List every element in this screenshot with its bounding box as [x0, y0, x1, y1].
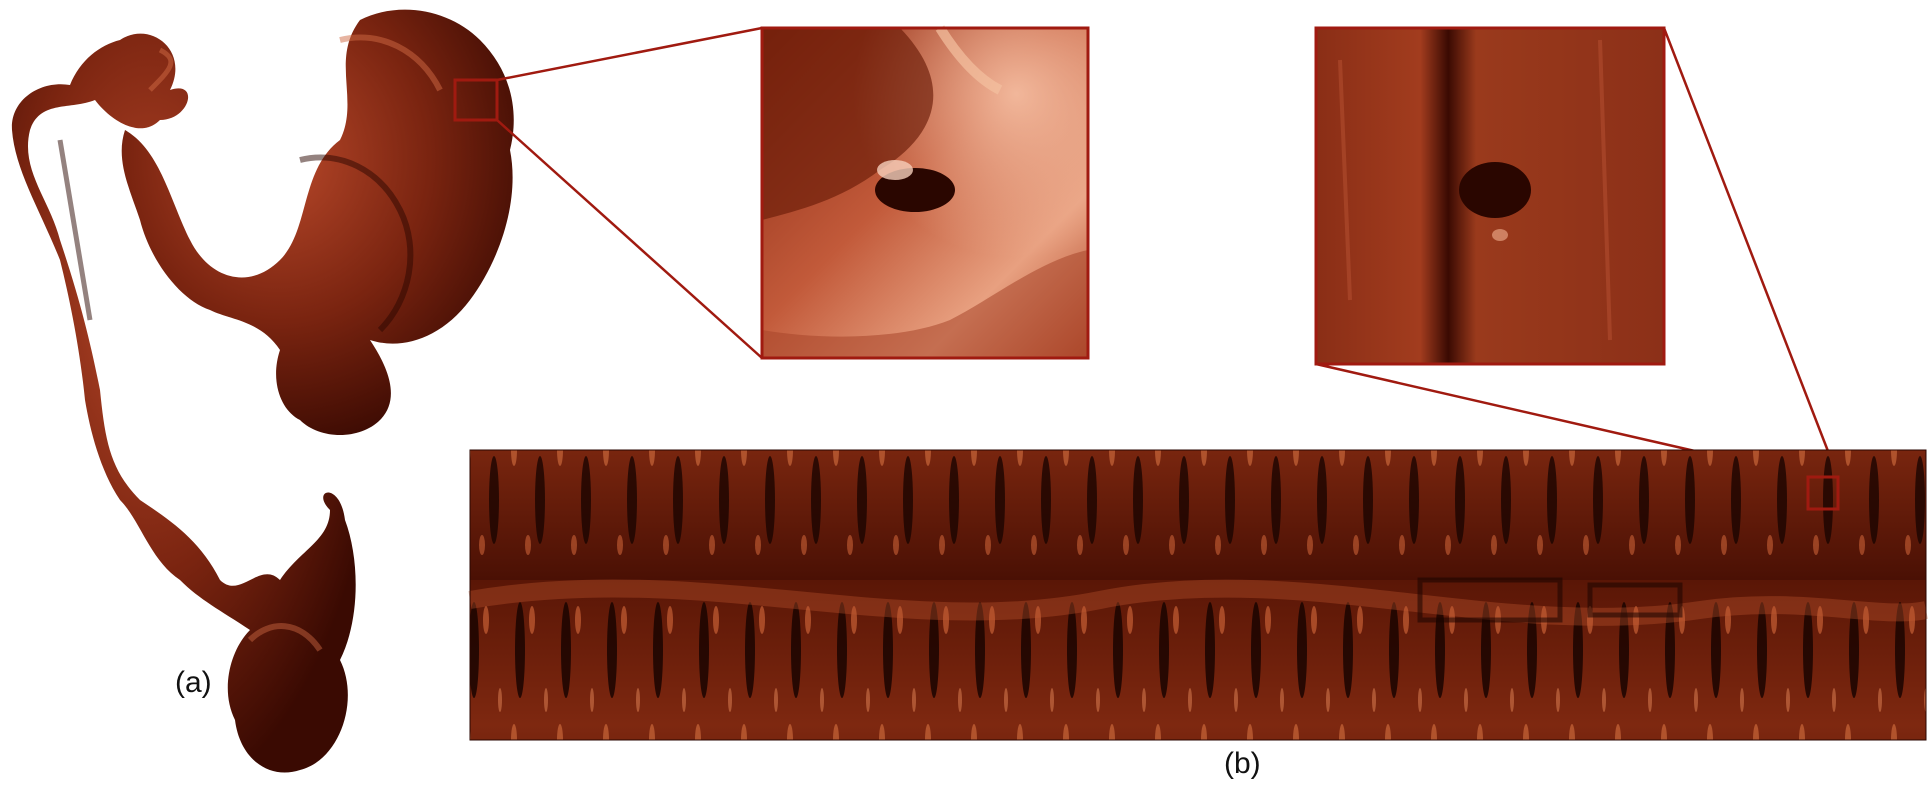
roi-box-a	[453, 78, 499, 122]
roi-box-b	[1806, 475, 1840, 511]
colon-3d-model	[11, 9, 514, 773]
flattened-zoom-view	[1314, 26, 1666, 366]
flattened-colon-view	[468, 449, 1928, 741]
connector-line-a-top	[496, 26, 763, 82]
panel-label-b: (b)	[1224, 747, 1261, 780]
connector-line-b-right	[1662, 27, 1840, 478]
connector-line-a-bottom	[496, 119, 763, 359]
endoscopic-zoom-view	[760, 25, 1090, 360]
panel-label-a: (a)	[175, 666, 212, 699]
